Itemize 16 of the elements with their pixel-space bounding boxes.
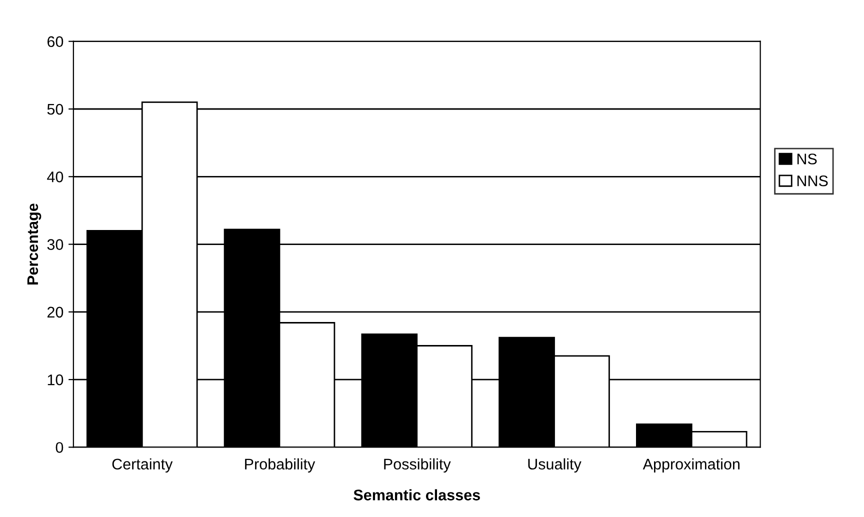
y-tick-label: 30 <box>47 239 64 250</box>
y-tick-label: 20 <box>47 306 64 318</box>
legend-label: NNS <box>797 175 828 186</box>
y-axis-title: Percentage <box>27 204 42 284</box>
y-tick-label: 10 <box>48 374 64 386</box>
y-tick-label: 60 <box>48 36 64 48</box>
legend-label: NS <box>797 154 817 164</box>
y-tick-label: 40 <box>47 172 64 182</box>
x-tick-label: Certainty <box>112 458 173 473</box>
x-axis-title: Semantic classes <box>354 489 480 500</box>
y-tick-label: 0 <box>56 442 64 453</box>
x-tick-label: Possibility <box>384 458 451 473</box>
x-tick-label: Usuality <box>528 458 582 473</box>
y-tick-label: 50 <box>47 104 64 115</box>
x-tick-label: Probability <box>245 458 316 473</box>
x-tick-label: Approximation <box>642 458 740 473</box>
